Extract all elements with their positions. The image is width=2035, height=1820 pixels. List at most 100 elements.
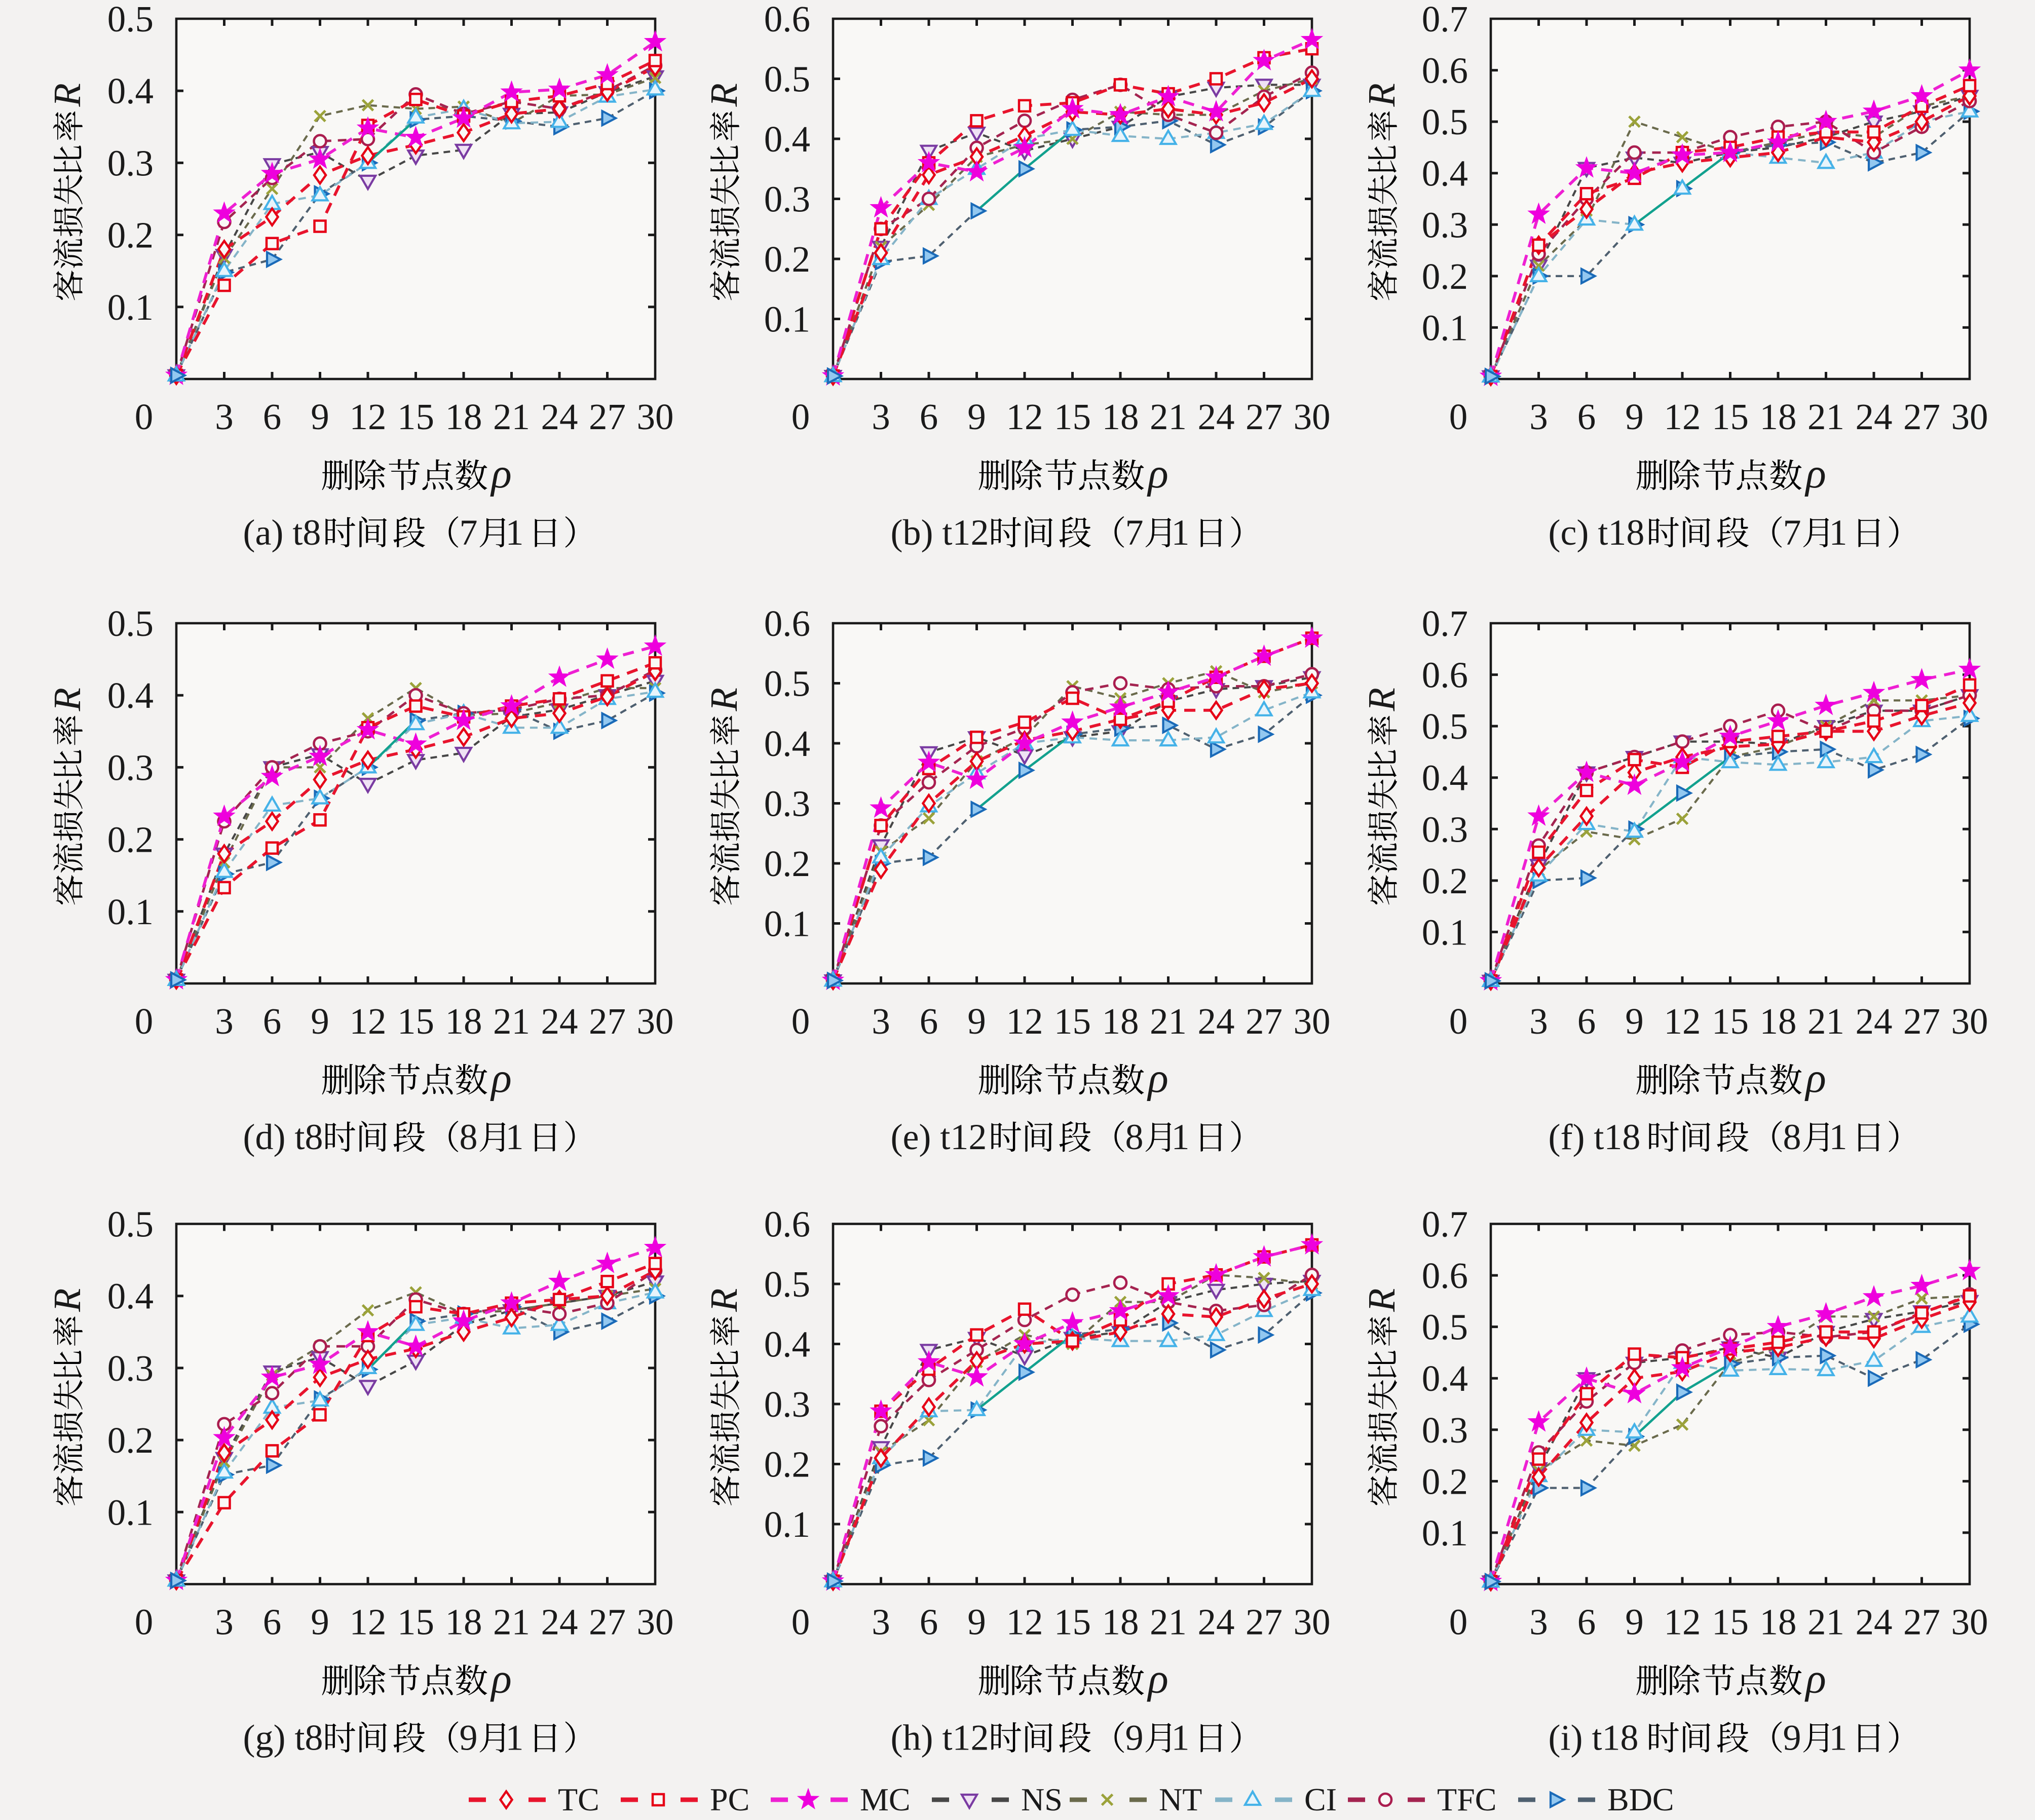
svg-text:ρ: ρ [1804,450,1826,497]
svg-text:9: 9 [1625,1602,1644,1643]
svg-text:0: 0 [792,1001,810,1042]
svg-text:0.5: 0.5 [1422,101,1468,142]
svg-text:1: 1 [1172,512,1190,553]
svg-text:24: 24 [1856,1602,1893,1643]
svg-text:1: 1 [1829,512,1848,553]
svg-text:0.3: 0.3 [764,783,810,824]
svg-text:27: 27 [589,1602,626,1643]
svg-text:0: 0 [792,1602,810,1643]
svg-text:8: 8 [1783,1117,1801,1157]
svg-text:0.1: 0.1 [764,903,810,944]
svg-text:NS: NS [1021,1781,1063,1817]
svg-text:ρ: ρ [1147,1655,1169,1702]
svg-text:0.1: 0.1 [764,1504,810,1545]
svg-text:12: 12 [1006,1602,1043,1643]
svg-text:6: 6 [1577,396,1596,437]
svg-text:12: 12 [1664,396,1701,437]
svg-text:15: 15 [1712,1001,1749,1042]
svg-text:0.4: 0.4 [107,70,154,111]
svg-text:0.1: 0.1 [107,1492,154,1533]
svg-text:ρ: ρ [1147,1054,1169,1102]
svg-text:0: 0 [135,1001,154,1042]
svg-text:30: 30 [637,1602,674,1643]
svg-text:8: 8 [460,1117,478,1157]
svg-text:30: 30 [1951,1001,1988,1042]
svg-text:1: 1 [506,512,524,553]
svg-text:6: 6 [920,1602,938,1643]
svg-text:27: 27 [1903,396,1940,437]
svg-text:18: 18 [445,396,482,437]
svg-text:0.4: 0.4 [1422,757,1468,799]
svg-text:24: 24 [1198,1001,1235,1042]
svg-text:0: 0 [1449,1602,1468,1643]
svg-text:12: 12 [1006,396,1043,437]
svg-text:0: 0 [792,396,810,437]
svg-text:(h) t12: (h) t12 [891,1718,989,1758]
svg-text:0.4: 0.4 [764,723,810,764]
svg-text:0.4: 0.4 [764,119,810,160]
svg-text:0.2: 0.2 [764,843,810,884]
svg-text:30: 30 [1294,1001,1331,1042]
svg-text:3: 3 [872,1001,890,1042]
svg-text:27: 27 [1903,1602,1940,1643]
svg-text:8: 8 [1125,1117,1144,1157]
svg-text:21: 21 [493,396,530,437]
svg-text:R: R [46,688,89,711]
svg-text:BDC: BDC [1607,1781,1674,1817]
svg-text:21: 21 [1150,396,1187,437]
svg-text:CI: CI [1304,1781,1337,1817]
svg-text:0.3: 0.3 [107,1348,154,1389]
svg-text:15: 15 [1712,396,1749,437]
svg-text:12: 12 [350,1001,387,1042]
svg-text:6: 6 [263,1602,282,1643]
svg-text:9: 9 [967,1001,986,1042]
svg-text:0.3: 0.3 [1422,1410,1468,1451]
svg-text:ρ: ρ [490,1054,512,1102]
svg-text:0.1: 0.1 [1422,912,1468,953]
svg-text:15: 15 [397,1602,434,1643]
svg-text:(g) t8: (g) t8 [243,1718,323,1758]
svg-text:3: 3 [872,396,890,437]
svg-text:ρ: ρ [1804,1655,1826,1702]
svg-text:0.4: 0.4 [764,1324,810,1365]
svg-text:3: 3 [1529,1001,1548,1042]
svg-text:24: 24 [1198,396,1235,437]
svg-text:24: 24 [541,396,578,437]
svg-text:R: R [1361,1288,1403,1312]
svg-text:27: 27 [589,1001,626,1042]
svg-text:9: 9 [967,1602,986,1643]
svg-text:30: 30 [1294,1602,1331,1643]
svg-text:0.6: 0.6 [764,603,810,644]
svg-text:27: 27 [1246,1001,1283,1042]
svg-text:0: 0 [135,396,154,437]
svg-text:0.6: 0.6 [764,0,810,40]
svg-text:R: R [703,83,745,107]
svg-text:18: 18 [1102,1001,1139,1042]
svg-text:6: 6 [1577,1001,1596,1042]
svg-text:9: 9 [311,396,329,437]
svg-text:9: 9 [1625,1001,1644,1042]
svg-text:0.4: 0.4 [107,675,154,716]
svg-text:0.2: 0.2 [107,819,154,860]
svg-text:0.6: 0.6 [1422,1255,1468,1296]
svg-text:ρ: ρ [1804,1054,1826,1102]
svg-text:3: 3 [215,1001,234,1042]
svg-text:15: 15 [1712,1602,1749,1643]
svg-text:9: 9 [1625,396,1644,437]
svg-text:MC: MC [860,1781,911,1817]
svg-text:TFC: TFC [1437,1781,1496,1817]
svg-text:6: 6 [263,396,282,437]
svg-text:3: 3 [215,396,234,437]
svg-text:0.5: 0.5 [107,603,154,644]
svg-text:24: 24 [541,1602,578,1643]
svg-text:24: 24 [1856,396,1893,437]
svg-text:0.6: 0.6 [764,1204,810,1245]
svg-text:15: 15 [1054,396,1091,437]
svg-text:(c) t18: (c) t18 [1549,512,1645,553]
svg-text:0.5: 0.5 [107,0,154,40]
svg-text:TC: TC [558,1781,599,1817]
svg-text:6: 6 [263,1001,282,1042]
svg-text:0.7: 0.7 [1422,1204,1468,1245]
svg-text:R: R [46,83,89,107]
svg-text:(f) t18: (f) t18 [1549,1117,1641,1157]
